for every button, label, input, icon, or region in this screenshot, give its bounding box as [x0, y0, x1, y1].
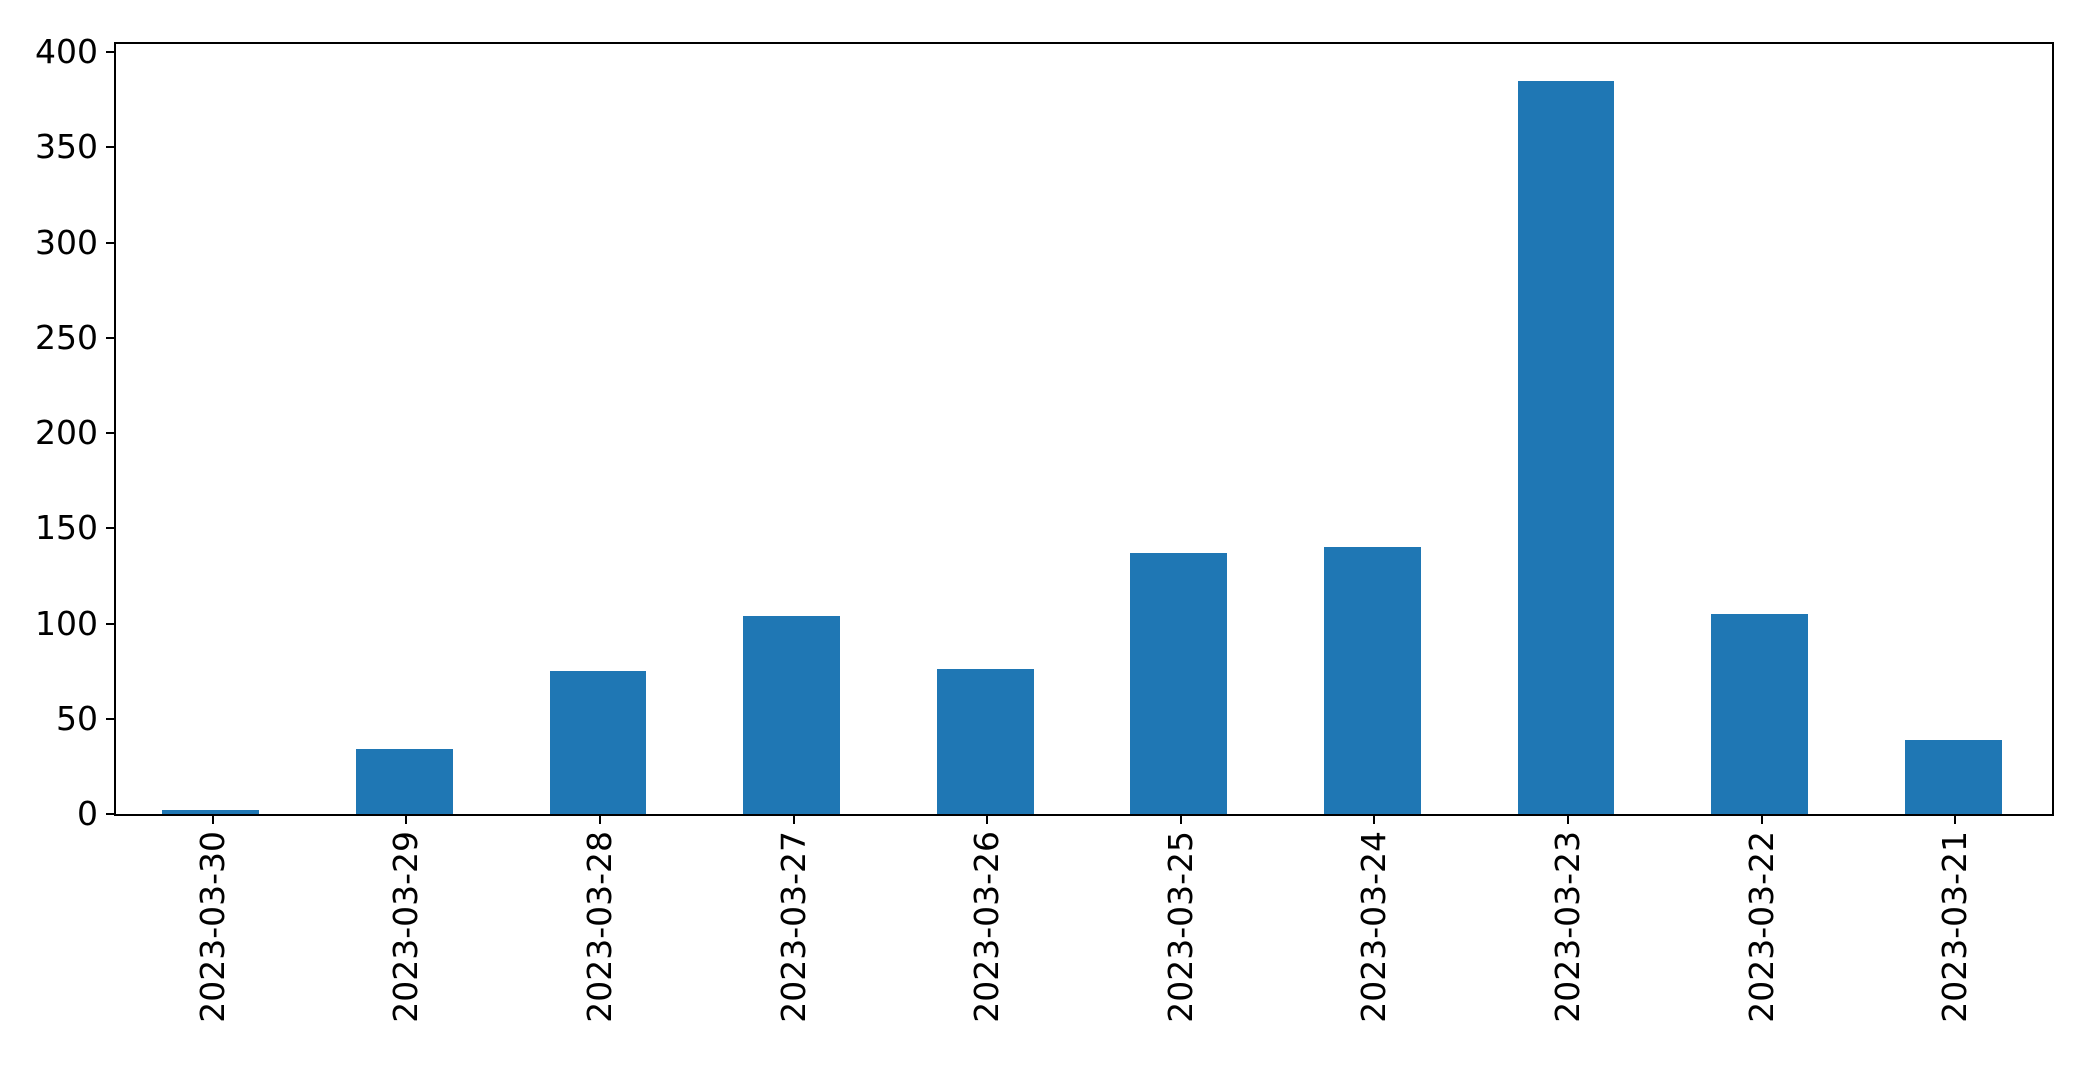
- x-tick-label-2023-03-21: 2023-03-21: [1935, 831, 1975, 1027]
- x-tick-label-text: 2023-03-22: [1741, 831, 1781, 1023]
- bar-2023-03-24: [1324, 547, 1421, 814]
- x-tick-label-text: 2023-03-27: [773, 831, 813, 1023]
- x-tick-mark-2023-03-23: [1567, 814, 1569, 824]
- y-tick-mark-400: [106, 51, 116, 54]
- bar-2023-03-22: [1711, 614, 1808, 814]
- y-tick-mark-50: [106, 717, 116, 720]
- x-tick-label-2023-03-26: 2023-03-26: [967, 831, 1007, 1027]
- y-tick-label-400: 400: [35, 32, 98, 72]
- y-tick-mark-250: [106, 336, 116, 339]
- x-tick-label-text: 2023-03-23: [1548, 831, 1587, 1023]
- x-tick-label-2023-03-25: 2023-03-25: [1161, 831, 1201, 1027]
- x-tick-label-text: 2023-03-21: [1935, 831, 1975, 1023]
- y-tick-label-350: 350: [35, 127, 98, 167]
- bar-2023-03-29: [356, 749, 453, 814]
- x-tick-label-2023-03-24: 2023-03-24: [1354, 831, 1394, 1027]
- x-tick-label-2023-03-23: 2023-03-23: [1548, 831, 1588, 1027]
- y-tick-label-0: 0: [77, 794, 98, 833]
- x-tick-mark-2023-03-25: [1179, 814, 1182, 824]
- bar-2023-03-27: [743, 615, 840, 814]
- y-tick-mark-150: [106, 527, 116, 530]
- bar-2023-03-23: [1517, 80, 1615, 814]
- x-tick-mark-2023-03-21: [1954, 814, 1957, 824]
- x-tick-mark-2023-03-30: [211, 814, 214, 824]
- y-tick-mark-350: [106, 146, 116, 149]
- plot-area: [114, 42, 2054, 816]
- y-tick-mark-0: [106, 813, 116, 815]
- y-tick-label-150: 150: [35, 508, 98, 548]
- x-tick-label-2023-03-28: 2023-03-28: [580, 831, 620, 1027]
- bar-2023-03-21: [1904, 739, 2002, 814]
- y-tick-label-300: 300: [35, 222, 98, 262]
- y-tick-mark-300: [106, 241, 116, 244]
- x-tick-label-text: 2023-03-26: [967, 831, 1007, 1023]
- y-tick-mark-100: [106, 622, 116, 625]
- y-tick-mark-200: [106, 432, 116, 435]
- y-tick-label-250: 250: [35, 317, 98, 357]
- x-tick-mark-2023-03-29: [405, 814, 408, 824]
- x-tick-label-text: 2023-03-29: [386, 831, 426, 1023]
- x-tick-mark-2023-03-28: [599, 814, 601, 824]
- x-tick-label-2023-03-29: 2023-03-29: [386, 831, 426, 1027]
- bar-2023-03-30: [162, 810, 260, 814]
- x-tick-mark-2023-03-24: [1373, 814, 1376, 824]
- x-tick-label-text: 2023-03-28: [580, 831, 619, 1023]
- x-tick-label-2023-03-27: 2023-03-27: [774, 831, 814, 1027]
- bar-2023-03-28: [549, 671, 647, 814]
- x-tick-mark-2023-03-22: [1760, 814, 1763, 824]
- x-tick-label-text: 2023-03-25: [1160, 831, 1200, 1023]
- x-tick-label-2023-03-30: 2023-03-30: [193, 831, 233, 1027]
- bar-2023-03-26: [936, 669, 1034, 814]
- x-tick-label-2023-03-22: 2023-03-22: [1742, 831, 1782, 1027]
- x-tick-label-text: 2023-03-24: [1354, 831, 1394, 1023]
- x-tick-label-text: 2023-03-30: [192, 831, 232, 1023]
- x-tick-mark-2023-03-27: [792, 814, 795, 824]
- x-tick-mark-2023-03-26: [986, 814, 989, 824]
- y-tick-label-100: 100: [35, 603, 98, 643]
- bar-2023-03-25: [1130, 553, 1228, 814]
- y-tick-label-200: 200: [35, 413, 98, 453]
- y-tick-label-50: 50: [56, 698, 98, 738]
